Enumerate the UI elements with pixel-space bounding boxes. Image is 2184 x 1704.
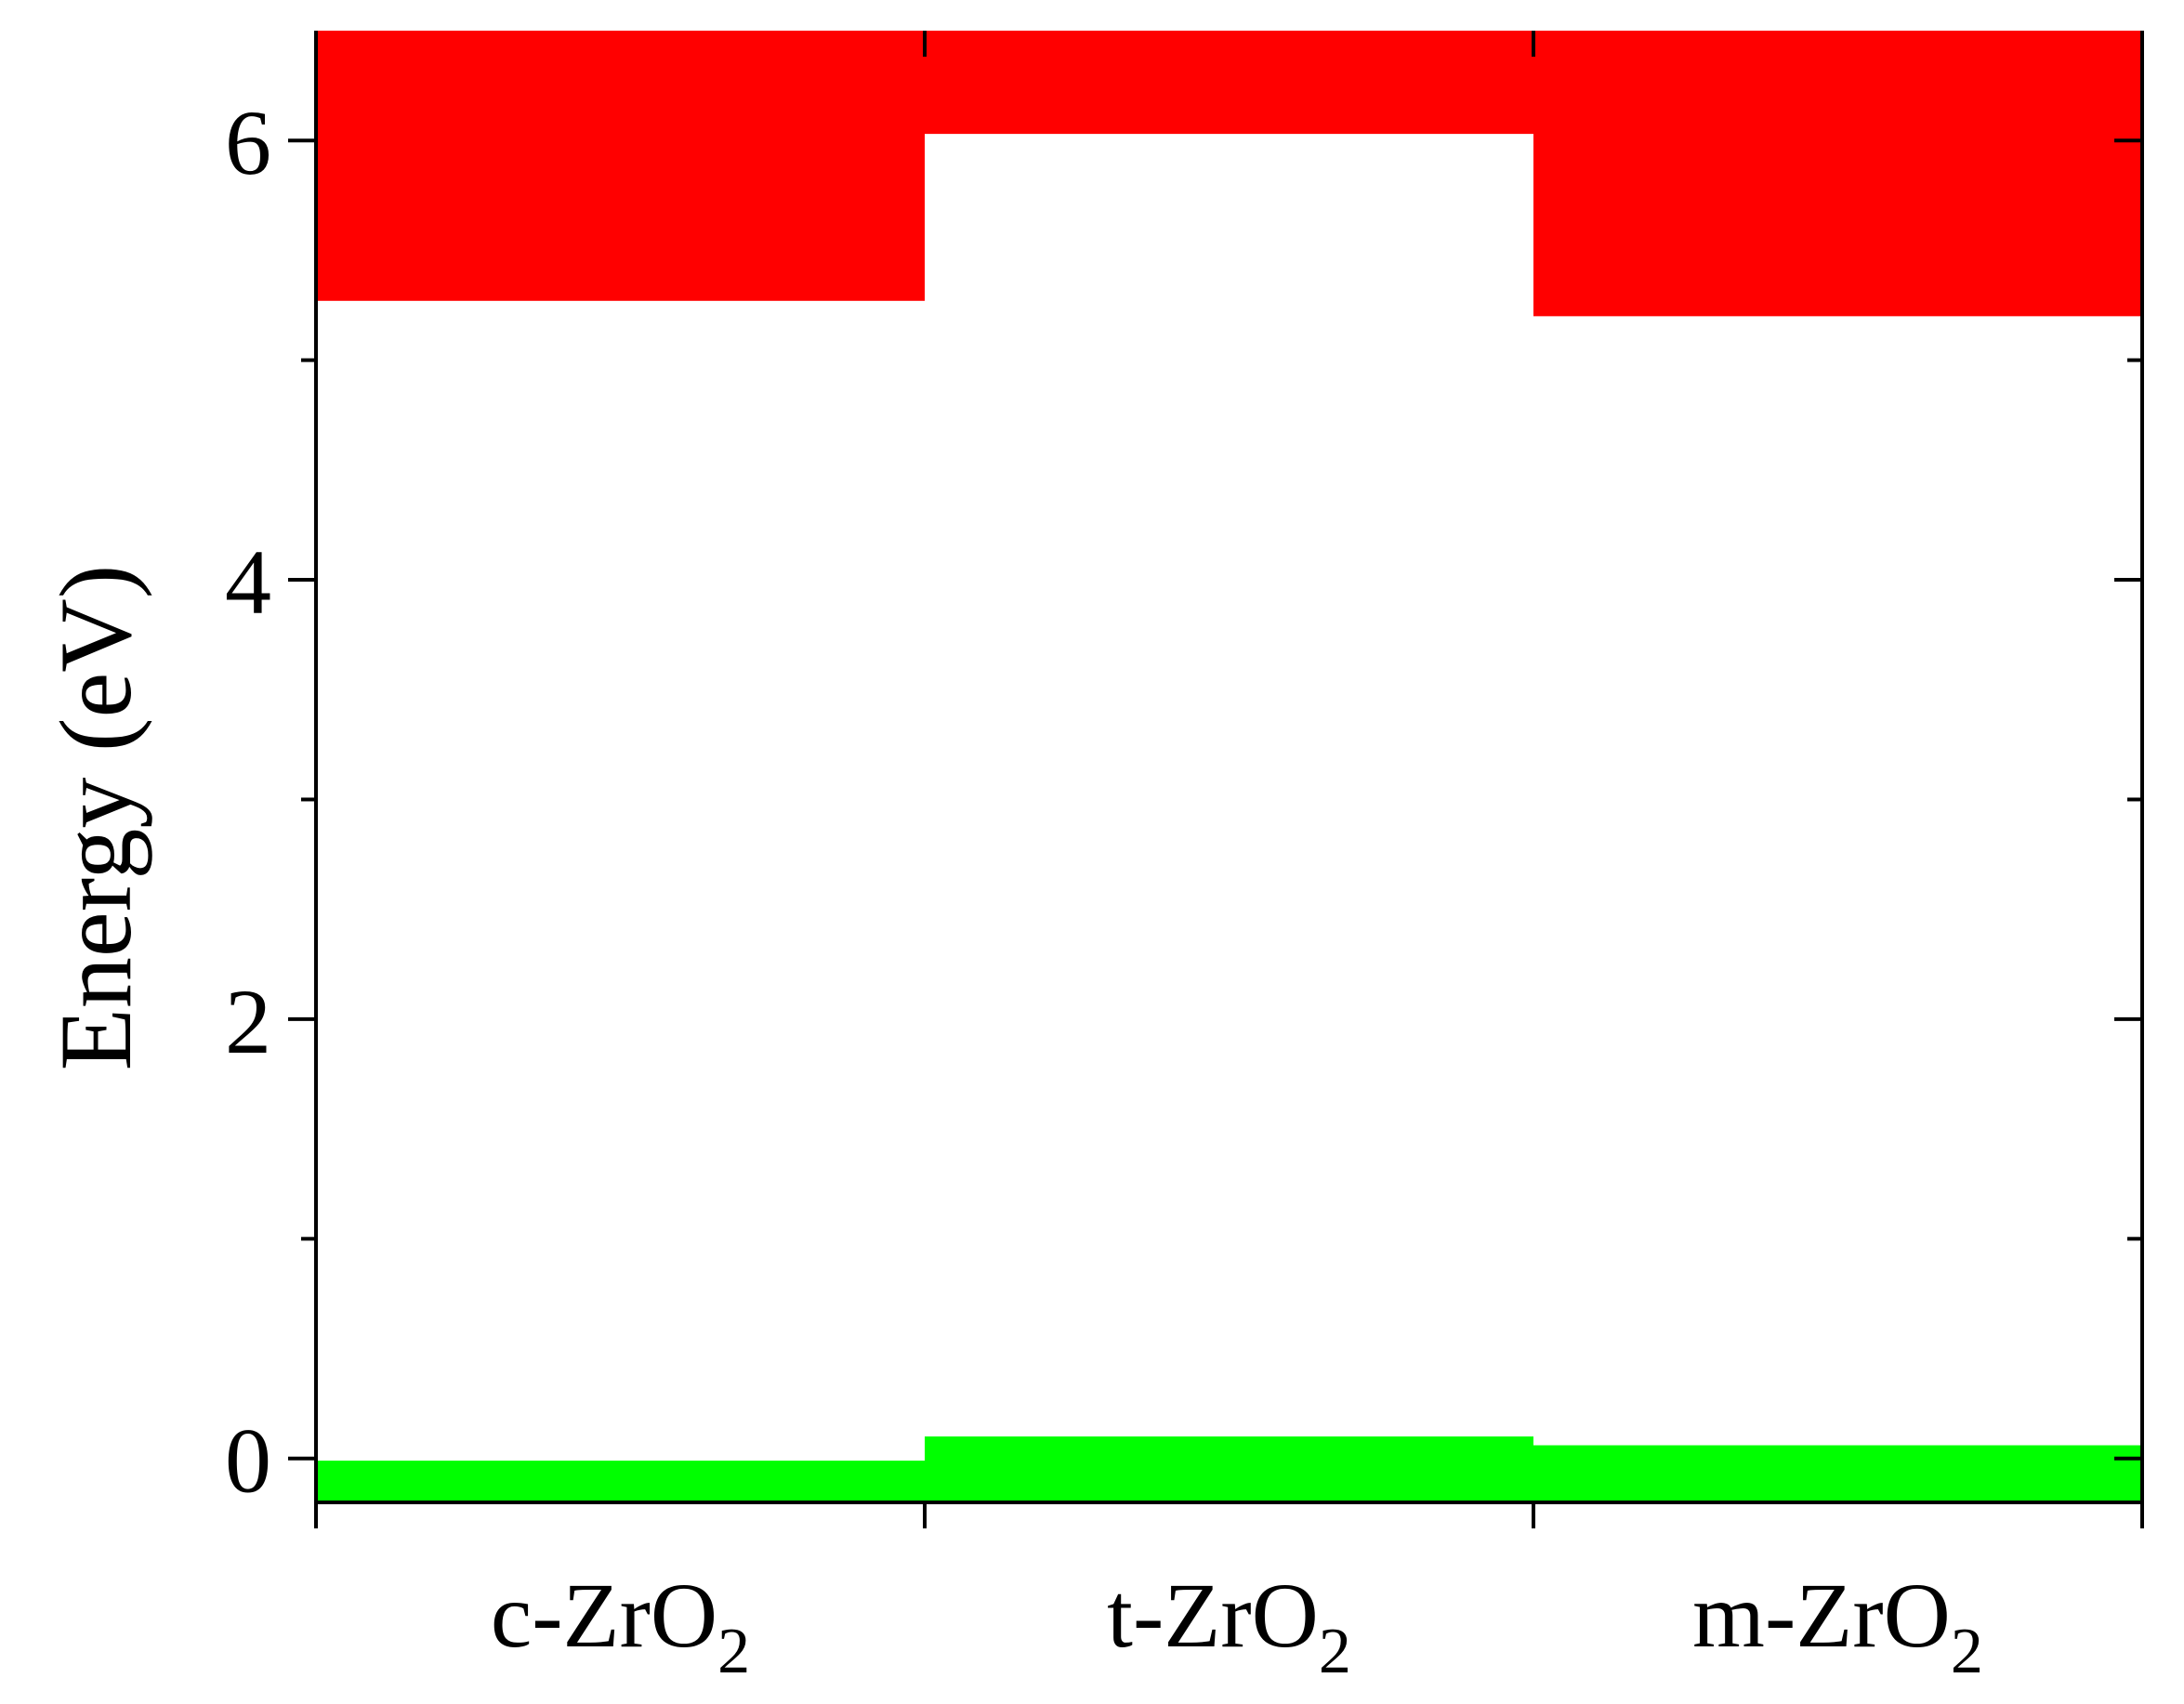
ticks-group: 0 2 4 6 xyxy=(225,31,2144,1528)
conduction-band-bar-2 xyxy=(1533,31,2142,317)
axes-group xyxy=(314,31,2144,1504)
valence-band-bar-0 xyxy=(316,1461,925,1502)
category-label-0: c-ZrO2 xyxy=(491,1564,750,1687)
category-label-1: t-ZrO2 xyxy=(1107,1564,1351,1687)
y-tick-label-4: 4 xyxy=(225,531,271,634)
y-tick-label-6: 6 xyxy=(225,91,271,194)
y-axis-label: Energy (eV) xyxy=(39,565,152,1071)
y-tick-label-2: 2 xyxy=(225,970,271,1073)
conduction-band-bar-1 xyxy=(925,31,1533,135)
valence-band-bar-1 xyxy=(925,1436,1533,1502)
y-tick-label-0: 0 xyxy=(225,1409,271,1513)
bars-group xyxy=(316,31,2142,1502)
category-label-2: m-ZrO2 xyxy=(1692,1564,1983,1687)
labels-group: c-ZrO2 t-ZrO2 m-ZrO2 xyxy=(491,1564,1983,1687)
conduction-band-bar-0 xyxy=(316,31,925,301)
valence-band-bar-2 xyxy=(1533,1445,2142,1502)
